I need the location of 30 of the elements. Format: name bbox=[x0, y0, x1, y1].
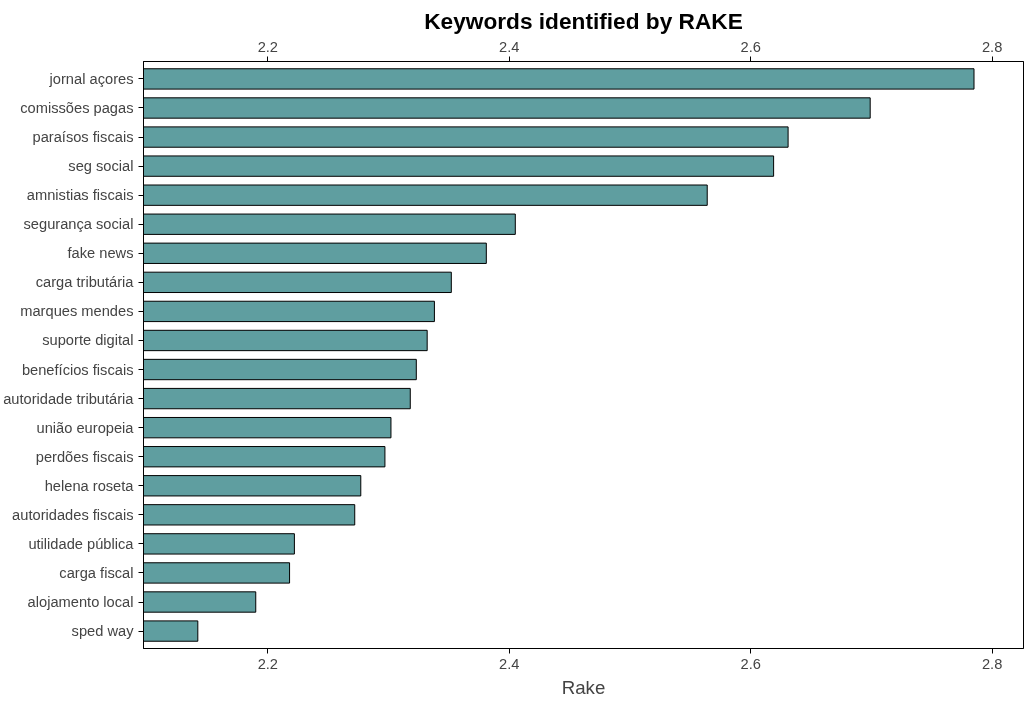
y-tick-label: paraísos fiscais bbox=[32, 129, 134, 146]
x2-tick-label: 2.2 bbox=[257, 655, 279, 672]
x2-tick-label: 2.4 bbox=[499, 655, 520, 672]
x-tick-label: 2.6 bbox=[740, 38, 761, 55]
x-axis-title: Rake bbox=[561, 676, 606, 698]
y-tick-label: alojamento local bbox=[27, 594, 134, 610]
x-tick-label: 2.4 bbox=[499, 38, 520, 55]
y-tick-label: utilidade pública bbox=[28, 535, 135, 552]
y-tick-label: autoridades fiscais bbox=[12, 506, 134, 523]
chart-title: Keywords identified by RAKE bbox=[424, 7, 743, 34]
y-tick-label: segurança social bbox=[23, 216, 134, 233]
y-tick-label: seg social bbox=[68, 158, 134, 175]
y-tick-label: suporte digital bbox=[42, 332, 134, 349]
x-tick-label: 2.8 bbox=[981, 38, 1003, 55]
y-tick-label: helena roseta bbox=[44, 477, 135, 494]
y-tick-label: autoridade tributária bbox=[3, 390, 135, 407]
y-tick-label: fake news bbox=[67, 245, 134, 262]
x2-tick-label: 2.6 bbox=[740, 655, 761, 672]
y-tick-label: sped way bbox=[71, 623, 135, 640]
y-tick-label: comissões pagas bbox=[20, 100, 134, 116]
y-tick-label: carga fiscal bbox=[59, 564, 134, 581]
y-tick-label: carga tributária bbox=[35, 274, 135, 291]
x-tick-label: 2.2 bbox=[257, 38, 279, 55]
y-tick-label: jornal açores bbox=[48, 70, 134, 87]
y-tick-label: amnistias fiscais bbox=[26, 187, 134, 204]
x2-tick-label: 2.8 bbox=[981, 655, 1003, 672]
y-tick-label: marques mendes bbox=[20, 303, 134, 320]
y-tick-label: perdões fiscais bbox=[35, 448, 134, 465]
y-tick-label: união europeia bbox=[36, 419, 135, 436]
y-tick-label: benefícios fiscais bbox=[21, 361, 134, 378]
